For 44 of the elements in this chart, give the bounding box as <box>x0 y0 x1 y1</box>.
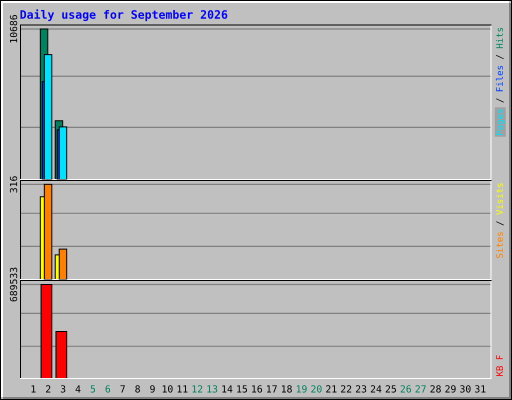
x-tick-label: 10 <box>162 385 173 393</box>
x-tick-label: 2 <box>46 385 50 392</box>
x-tick-label: 24 <box>370 385 382 392</box>
x-tick-label: 28 <box>430 385 441 393</box>
x-tick-label: 16 <box>252 385 262 393</box>
x-tick-label: 7 <box>120 385 125 392</box>
text: Files <box>496 66 503 92</box>
y-tick-label: 316 <box>10 176 18 193</box>
x-tick-label: 13 <box>207 385 218 393</box>
text: Visits <box>496 183 503 215</box>
x-tick-label: 26 <box>400 385 411 393</box>
x-tick-label: 3 <box>60 385 66 393</box>
x-tick-label: 19 <box>296 385 307 393</box>
x-tick-label: 20 <box>311 385 322 393</box>
chart-title: Daily usage for September 2026 <box>20 9 228 22</box>
x-tick-label: 31 <box>475 385 486 393</box>
x-tick-label: 30 <box>460 385 471 393</box>
text: Hits <box>496 28 503 48</box>
x-tick-label: 9 <box>150 385 155 393</box>
x-tick-label: 17 <box>267 385 277 392</box>
x-tick-label: 5 <box>90 385 96 393</box>
text: / <box>496 98 504 103</box>
x-tick-label: 25 <box>386 385 396 393</box>
x-tick-label: 1 <box>32 385 36 392</box>
text: KB F <box>496 355 503 376</box>
x-tick-label: 6 <box>106 385 110 393</box>
x-tick-label: 14 <box>222 385 232 392</box>
x-tick-label: 15 <box>237 385 247 393</box>
x-tick-label: 18 <box>282 385 292 393</box>
x-tick-label: 4 <box>76 385 80 392</box>
y-tick-label: 689533 <box>10 268 18 302</box>
x-tick-label: 8 <box>135 385 140 393</box>
x-tick-label: 22 <box>341 385 352 392</box>
x-tick-label: 27 <box>416 385 426 392</box>
x-tick-label: 11 <box>178 385 188 392</box>
x-tick-label: 23 <box>356 385 366 393</box>
text: / <box>496 54 504 60</box>
text: Sites <box>496 232 503 258</box>
x-tick-label: 21 <box>326 385 336 392</box>
text: / <box>496 221 504 226</box>
y-tick-label: 10686 <box>10 14 18 42</box>
x-tick-label: 29 <box>445 385 456 393</box>
text: Pages <box>496 109 505 135</box>
x-tick-label: 12 <box>192 385 202 392</box>
